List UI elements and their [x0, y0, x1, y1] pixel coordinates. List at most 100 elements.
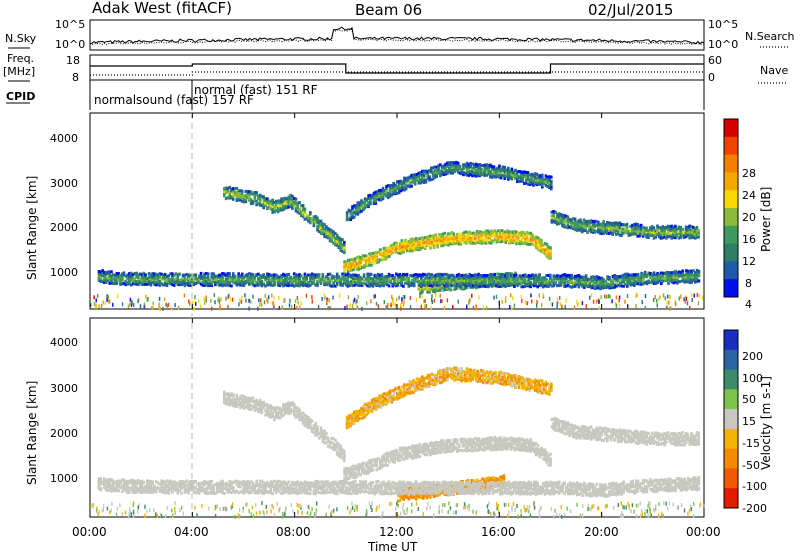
power-cell	[586, 284, 590, 288]
velocity-cell	[244, 400, 248, 404]
velocity-cell	[352, 470, 355, 474]
power-cell	[223, 192, 226, 196]
power-cell	[396, 279, 400, 283]
power-noise-cell	[664, 296, 666, 301]
power-cell	[257, 283, 260, 287]
power-cell	[466, 231, 470, 235]
power-cell	[291, 283, 294, 287]
velocity-cell	[257, 400, 260, 404]
power-cell	[695, 273, 699, 277]
power-cell	[424, 286, 428, 290]
power-cell	[382, 251, 386, 255]
power-cell	[479, 236, 482, 240]
power-cell	[330, 232, 334, 236]
power-noise-cell	[278, 305, 280, 310]
power-cell	[421, 290, 424, 294]
power-noise-cell	[244, 293, 246, 298]
velocity-cell	[339, 447, 342, 451]
power-cell	[212, 275, 215, 279]
power-cell	[679, 270, 683, 274]
power-cell	[405, 272, 409, 276]
power-cell	[407, 282, 411, 286]
power-cell	[471, 169, 474, 173]
power-cell	[269, 201, 273, 205]
power-cell	[463, 234, 466, 238]
power-cell	[221, 284, 224, 288]
power-cell	[486, 239, 490, 243]
power-cell	[582, 218, 586, 222]
power-cell	[579, 279, 582, 283]
power-cell	[187, 281, 190, 285]
power-cell	[650, 227, 654, 231]
power-cell	[674, 274, 677, 278]
power-noise-cell	[391, 294, 393, 299]
power-cell	[692, 279, 695, 282]
power-cell	[283, 282, 287, 286]
power-cell	[341, 282, 344, 286]
nave-trace	[90, 71, 704, 76]
velocity-cell	[310, 430, 314, 433]
velocity-cell	[332, 448, 335, 452]
velocity-cell	[335, 452, 339, 456]
power-cell	[280, 201, 283, 205]
power-cell	[224, 191, 228, 195]
power-cell	[249, 190, 253, 194]
power-cell	[282, 278, 285, 282]
velocity-cell	[269, 406, 273, 410]
power-cell	[665, 278, 668, 281]
power-cell	[287, 277, 291, 281]
power-cell	[499, 176, 503, 180]
power-cell	[518, 282, 522, 286]
power-cell	[475, 240, 479, 244]
velocity-cell	[404, 446, 407, 450]
power-cell	[422, 181, 426, 184]
power-cell	[523, 273, 527, 277]
power-cell	[681, 234, 684, 238]
power-cell	[531, 238, 534, 242]
power-cell	[468, 272, 471, 276]
power-cell	[385, 187, 388, 191]
power-cell	[128, 281, 131, 285]
power-cell	[364, 277, 368, 281]
power-noise-cell	[106, 297, 108, 302]
power-cell	[181, 279, 185, 283]
power-cell	[406, 244, 409, 248]
power-cell	[557, 283, 561, 287]
power-cell	[467, 163, 471, 167]
power-cell	[103, 278, 106, 281]
power-cell	[393, 279, 396, 283]
power-cell	[661, 279, 665, 283]
power-cell	[669, 274, 672, 278]
power-cell	[524, 180, 528, 184]
power-cell	[434, 233, 438, 237]
power-noise-cell	[268, 295, 270, 300]
power-cell	[645, 282, 649, 286]
power-cell	[445, 284, 448, 288]
power-cell	[287, 281, 291, 285]
power-cell	[591, 223, 595, 227]
power-cell	[294, 281, 298, 285]
power-noise-cell	[611, 299, 613, 304]
power-noise-cell	[403, 300, 405, 305]
power-cell	[561, 217, 564, 221]
velocity-cell	[260, 401, 264, 405]
power-cell	[416, 279, 419, 283]
power-cell	[495, 275, 498, 279]
power-cell	[444, 171, 447, 175]
power-cell	[593, 221, 597, 225]
power-cell	[339, 237, 342, 241]
power-cell	[497, 285, 500, 288]
power-cell	[604, 285, 608, 289]
power-cell	[695, 277, 699, 281]
power-cell	[622, 277, 625, 281]
power-cell	[97, 278, 101, 282]
power-cell	[319, 280, 323, 284]
power-cell	[171, 274, 174, 278]
velocity-cell	[373, 458, 377, 461]
power-cell	[296, 274, 300, 277]
power-cell	[449, 169, 453, 172]
power-cell	[278, 201, 282, 205]
power-cell	[508, 176, 512, 180]
power-cell	[215, 278, 219, 282]
power-cell	[422, 236, 425, 240]
